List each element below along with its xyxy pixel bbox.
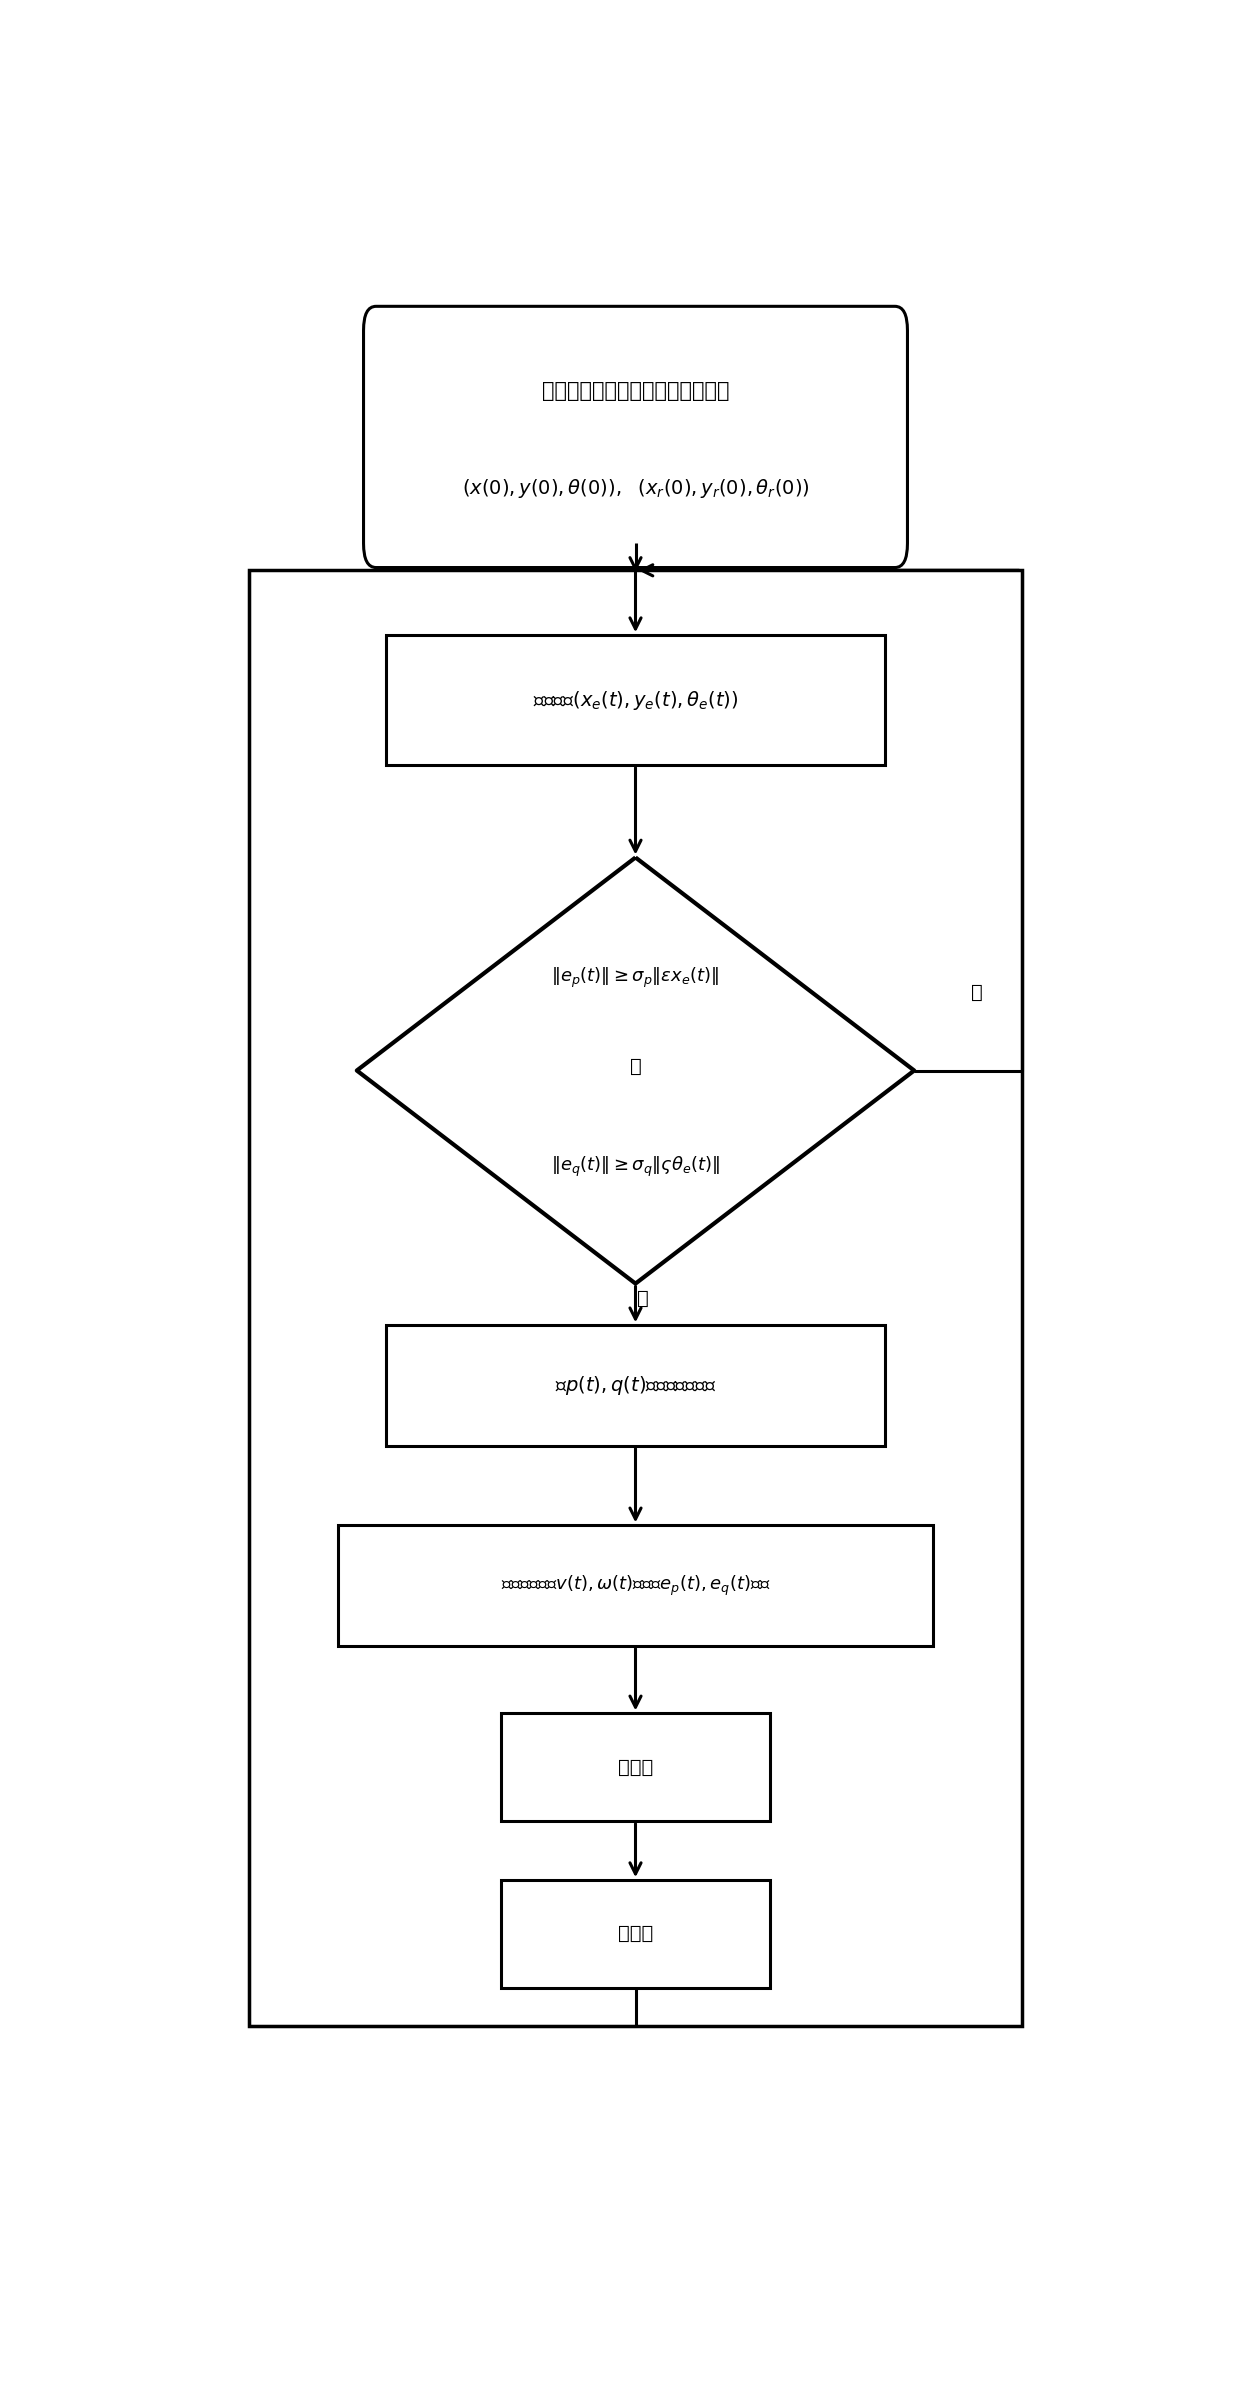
FancyBboxPatch shape xyxy=(363,306,908,568)
FancyBboxPatch shape xyxy=(501,1879,770,1987)
Text: 控制器: 控制器 xyxy=(618,1759,653,1776)
FancyBboxPatch shape xyxy=(386,1326,885,1446)
Text: 更新控制输入$v(t),\omega(t)$，误差$e_p(t),e_q(t)$置零: 更新控制输入$v(t),\omega(t)$，误差$e_p(t),e_q(t)$… xyxy=(501,1574,770,1598)
Text: 假: 假 xyxy=(971,984,982,1003)
Text: 数据采样$(x_e(t),y_e(t),\theta_e(t))$: 数据采样$(x_e(t),y_e(t),\theta_e(t))$ xyxy=(533,688,738,712)
Text: 节点初始化，采集初始数据，记为: 节点初始化，采集初始数据，记为 xyxy=(542,380,729,402)
Text: 执行器: 执行器 xyxy=(618,1925,653,1944)
FancyBboxPatch shape xyxy=(337,1525,934,1646)
Text: $(x(0),y(0),\theta(0)),\ \ (x_r(0),y_r(0),\theta_r(0))$: $(x(0),y(0),\theta(0)),\ \ (x_r(0),y_r(0… xyxy=(461,476,810,500)
Text: 真: 真 xyxy=(637,1290,649,1309)
Text: 且: 且 xyxy=(630,1056,641,1075)
Bar xyxy=(249,570,1022,2026)
FancyBboxPatch shape xyxy=(501,1713,770,1821)
FancyBboxPatch shape xyxy=(386,635,885,765)
Text: $\|e_q(t)\|\geq\sigma_q\|\varsigma\theta_e(t)\|$: $\|e_q(t)\|\geq\sigma_q\|\varsigma\theta… xyxy=(551,1155,720,1179)
Text: 对$p(t),q(t)$进行非均匀采样: 对$p(t),q(t)$进行非均匀采样 xyxy=(554,1374,717,1398)
Text: $\|e_p(t)\|\geq\sigma_p\|\varepsilon x_e(t)\|$: $\|e_p(t)\|\geq\sigma_p\|\varepsilon x_e… xyxy=(552,965,719,989)
